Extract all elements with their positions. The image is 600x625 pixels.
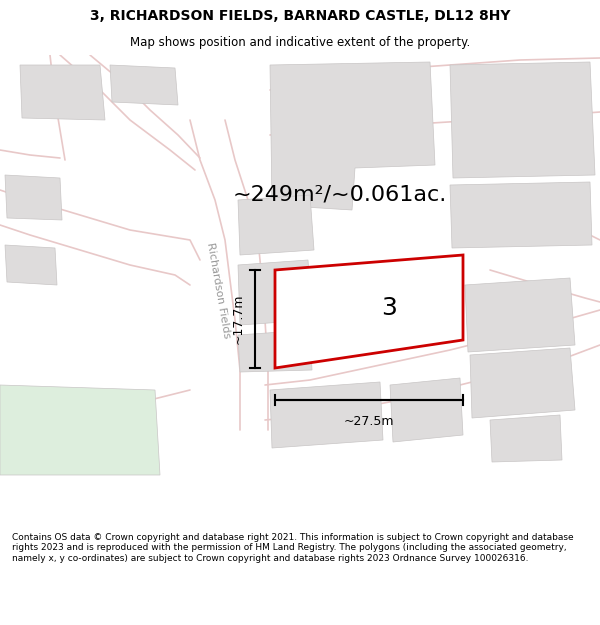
Polygon shape <box>390 378 463 442</box>
Text: ~249m²/~0.061ac.: ~249m²/~0.061ac. <box>233 185 447 205</box>
Polygon shape <box>470 348 575 418</box>
Polygon shape <box>0 385 160 475</box>
Polygon shape <box>270 62 435 210</box>
Polygon shape <box>238 195 314 255</box>
Text: 3, RICHARDSON FIELDS, BARNARD CASTLE, DL12 8HY: 3, RICHARDSON FIELDS, BARNARD CASTLE, DL… <box>90 9 510 24</box>
Polygon shape <box>465 278 575 352</box>
Polygon shape <box>238 330 312 372</box>
Text: Richardson Fields: Richardson Fields <box>205 241 232 339</box>
Polygon shape <box>450 182 592 248</box>
Text: ~27.5m: ~27.5m <box>344 415 394 428</box>
Polygon shape <box>490 415 562 462</box>
Text: ~17.7m: ~17.7m <box>232 294 245 344</box>
Text: Map shows position and indicative extent of the property.: Map shows position and indicative extent… <box>130 36 470 49</box>
Polygon shape <box>5 175 62 220</box>
Text: 3: 3 <box>381 296 397 320</box>
Polygon shape <box>450 62 595 178</box>
Polygon shape <box>20 65 105 120</box>
Text: Contains OS data © Crown copyright and database right 2021. This information is : Contains OS data © Crown copyright and d… <box>12 533 574 562</box>
Polygon shape <box>275 255 463 368</box>
Polygon shape <box>270 382 383 448</box>
Polygon shape <box>238 260 312 325</box>
Polygon shape <box>110 65 178 105</box>
Polygon shape <box>5 245 57 285</box>
